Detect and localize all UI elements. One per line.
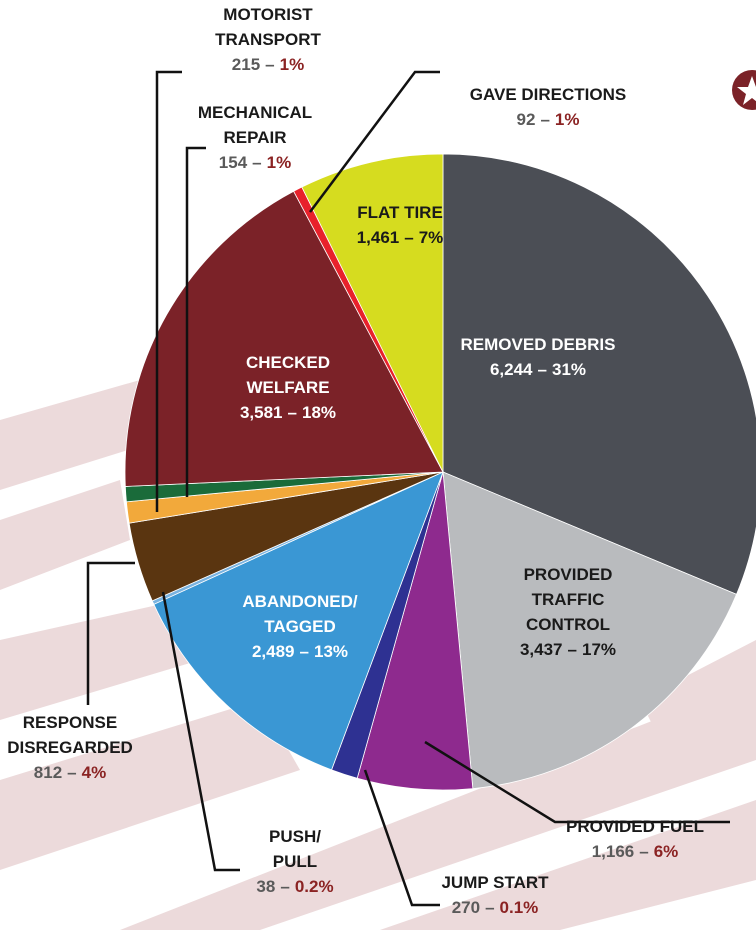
- slice-value: 92–1%: [517, 110, 580, 129]
- slice-label: FLAT TIRE: [357, 203, 443, 222]
- slice-label: MOTORIST: [223, 5, 313, 24]
- separator: –: [265, 55, 274, 74]
- slice-label: CHECKED: [246, 353, 330, 372]
- separator: –: [485, 898, 494, 917]
- separator: –: [252, 153, 261, 172]
- slice-label: DISREGARDED: [7, 738, 133, 757]
- separator: –: [67, 763, 76, 782]
- count-label: 154: [219, 153, 248, 172]
- count-label: 812: [34, 763, 62, 782]
- percent-label: 18%: [302, 403, 336, 422]
- slice-value: 3,437–17%: [520, 640, 616, 659]
- slice-label: ABANDONED/: [242, 592, 358, 611]
- separator: –: [540, 110, 549, 129]
- slice-value: 812–4%: [34, 763, 106, 782]
- slice-value: 154–1%: [219, 153, 291, 172]
- separator: –: [280, 877, 289, 896]
- pie: [125, 154, 756, 790]
- count-label: 38: [256, 877, 275, 896]
- separator: –: [639, 842, 648, 861]
- percent-label: 1%: [280, 55, 305, 74]
- count-label: 1,461: [357, 228, 400, 247]
- percent-label: 7%: [419, 228, 444, 247]
- count-label: 270: [452, 898, 480, 917]
- percent-label: 4%: [82, 763, 107, 782]
- percent-label: 0.1%: [500, 898, 539, 917]
- slice-label: GAVE DIRECTIONS: [470, 85, 626, 104]
- count-label: 3,437: [520, 640, 563, 659]
- percent-label: 1%: [267, 153, 292, 172]
- chart: REMOVED DEBRIS6,244–31%PROVIDEDTRAFFICCO…: [0, 0, 756, 930]
- separator: –: [404, 228, 413, 247]
- slice-value: 6,244–31%: [490, 360, 586, 379]
- slice-label: MECHANICAL: [198, 103, 312, 122]
- count-label: 1,166: [592, 842, 635, 861]
- percent-label: 31%: [552, 360, 586, 379]
- slice-value: 215–1%: [232, 55, 304, 74]
- slice-label: PROVIDED FUEL: [566, 817, 704, 836]
- slice-value: 38–0.2%: [256, 877, 333, 896]
- slice-value: 2,489–13%: [252, 642, 348, 661]
- slice-label: REPAIR: [224, 128, 287, 147]
- slice-label: TRAFFIC: [532, 590, 605, 609]
- slice-label: WELFARE: [246, 378, 329, 397]
- percent-label: 13%: [314, 642, 348, 661]
- slice-label: RESPONSE: [23, 713, 117, 732]
- slice-label: JUMP START: [441, 873, 549, 892]
- slice-label: PUSH/: [269, 827, 321, 846]
- slice-label: REMOVED DEBRIS: [461, 335, 616, 354]
- logo-icon: [732, 70, 756, 110]
- slice-label: TRANSPORT: [215, 30, 321, 49]
- slice-label: CONTROL: [526, 615, 610, 634]
- separator: –: [288, 403, 297, 422]
- percent-label: 6%: [654, 842, 679, 861]
- separator: –: [568, 640, 577, 659]
- count-label: 6,244: [490, 360, 533, 379]
- count-label: 215: [232, 55, 260, 74]
- count-label: 2,489: [252, 642, 295, 661]
- slice-value: 3,581–18%: [240, 403, 336, 422]
- slice-label: TAGGED: [264, 617, 335, 636]
- percent-label: 17%: [582, 640, 616, 659]
- slice-label: PULL: [273, 852, 317, 871]
- percent-label: 0.2%: [295, 877, 334, 896]
- count-label: 92: [517, 110, 536, 129]
- separator: –: [538, 360, 547, 379]
- slice-label: PROVIDED: [524, 565, 613, 584]
- percent-label: 1%: [555, 110, 580, 129]
- separator: –: [300, 642, 309, 661]
- count-label: 3,581: [240, 403, 283, 422]
